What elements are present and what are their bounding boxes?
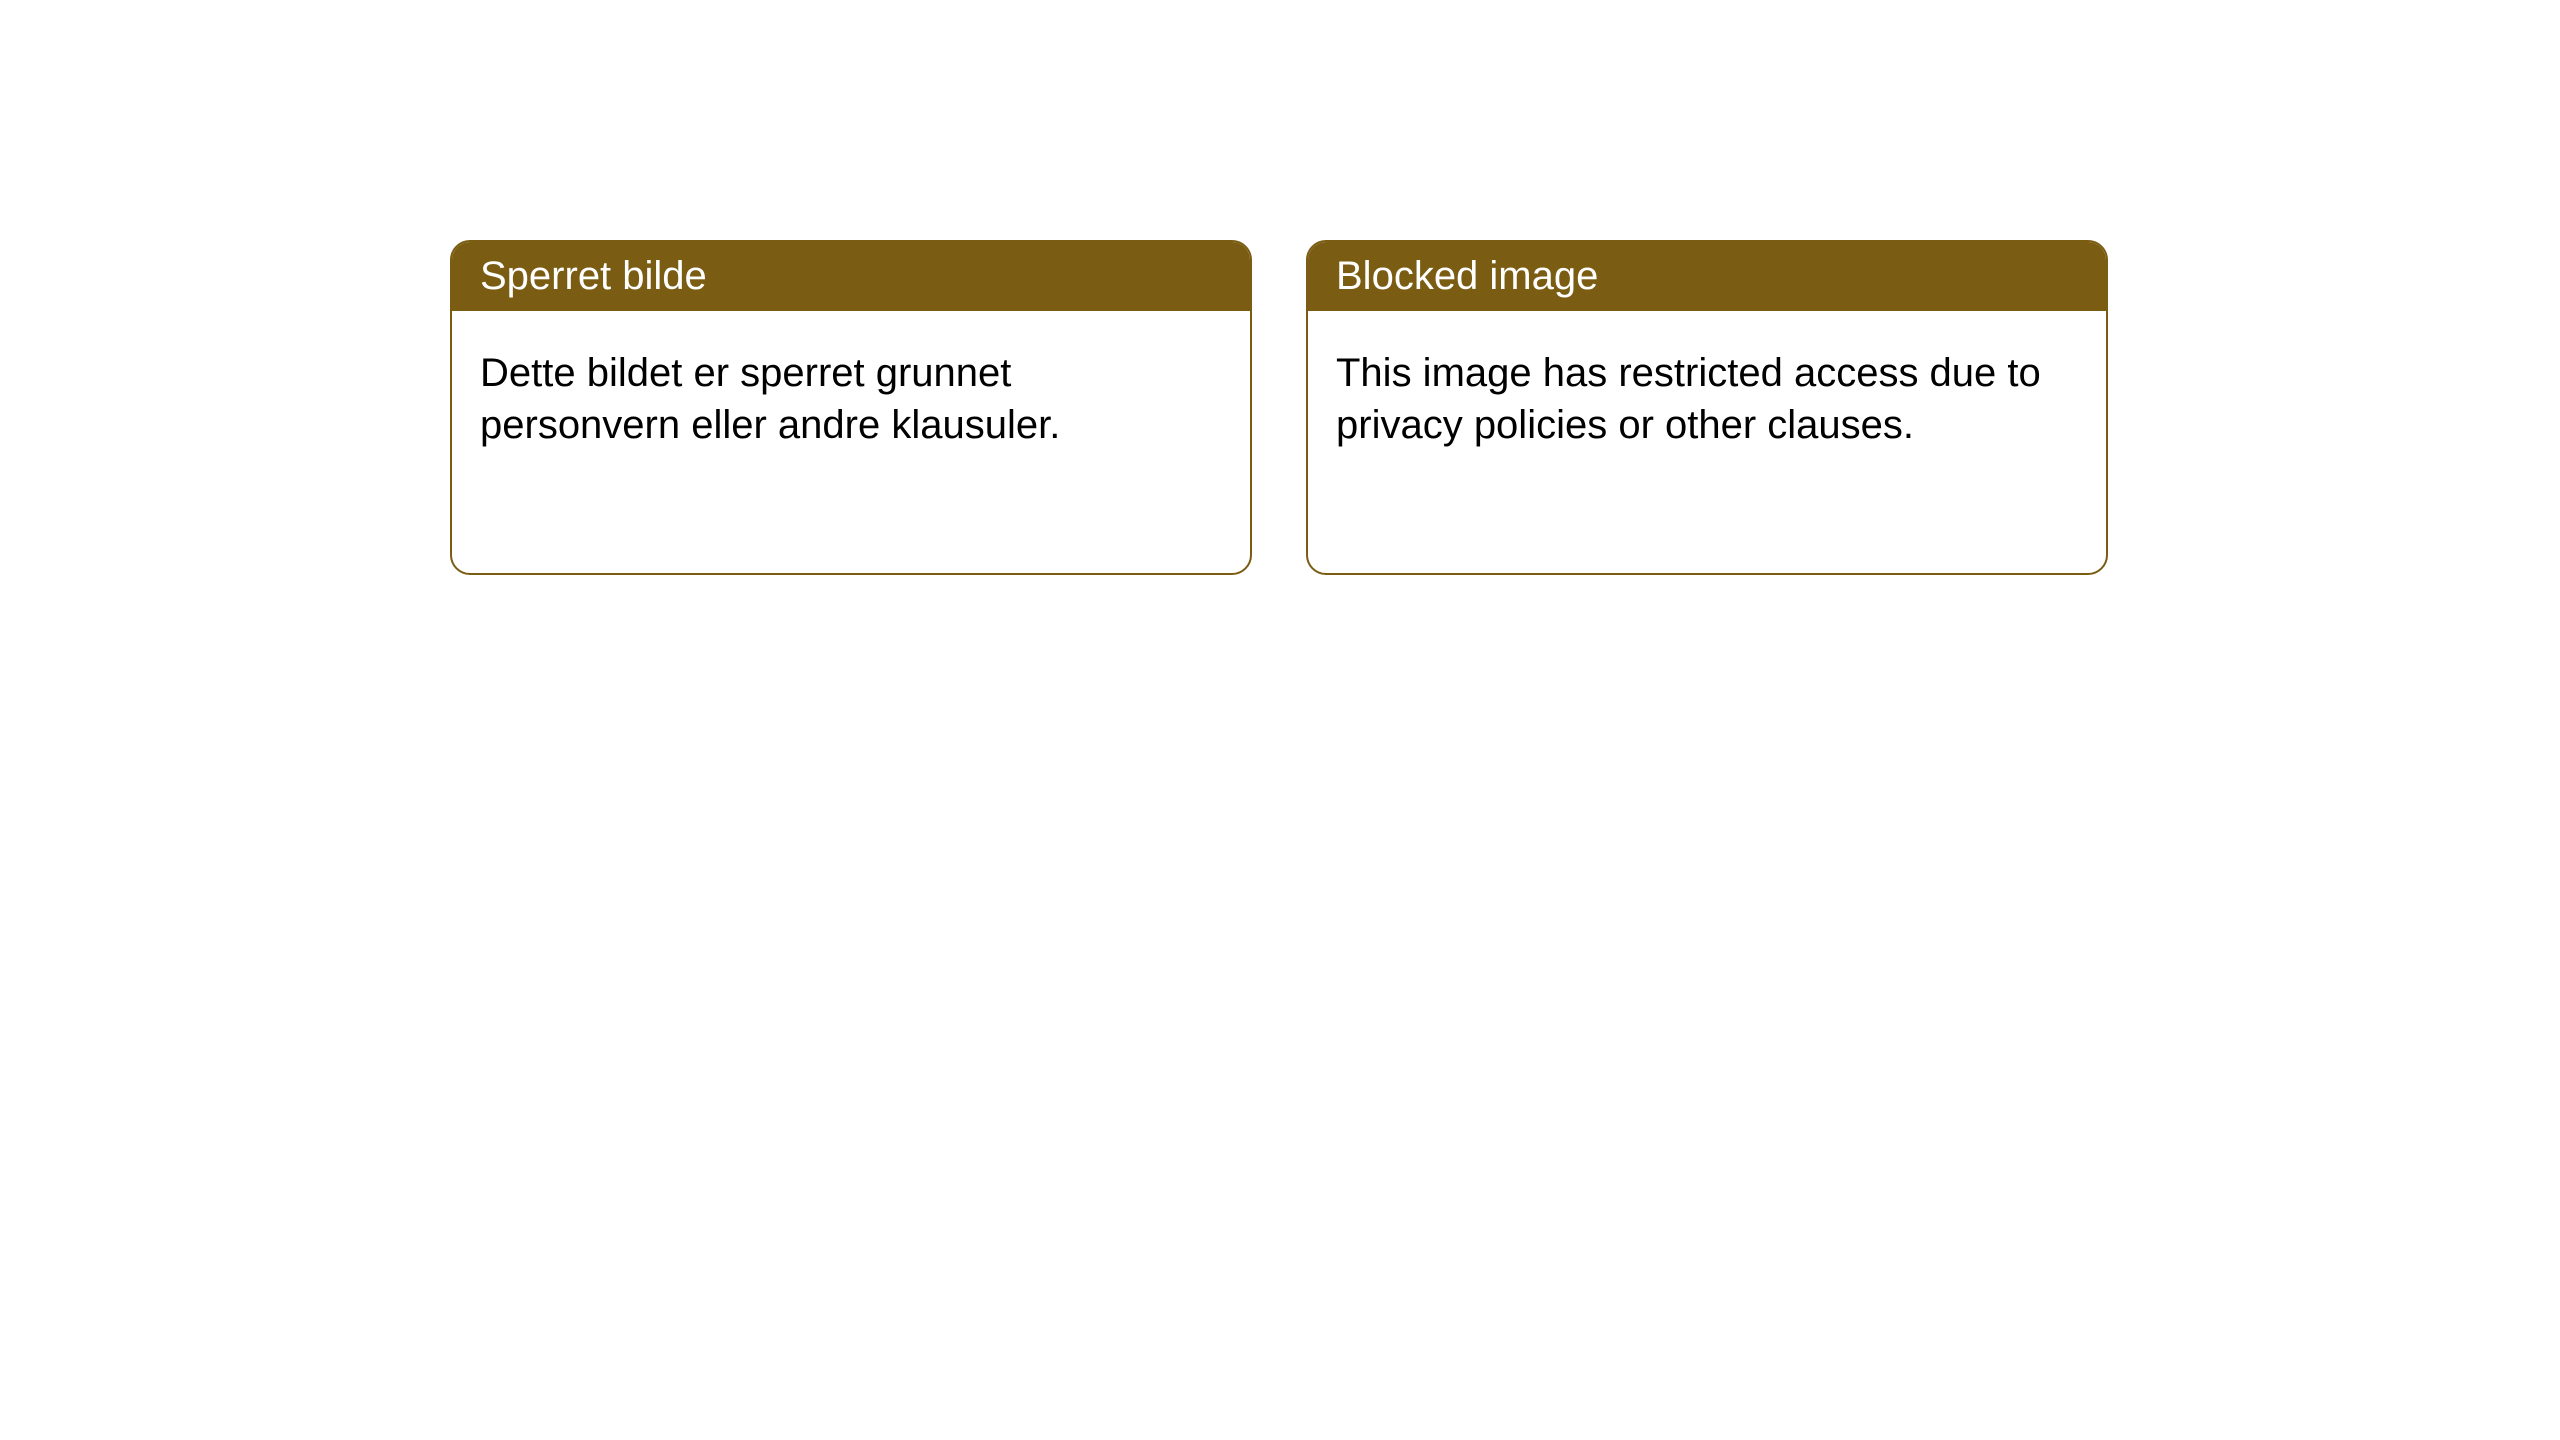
notice-body-norwegian: Dette bildet er sperret grunnet personve… (452, 311, 1250, 487)
notice-header-english: Blocked image (1308, 242, 2106, 311)
notice-body-english: This image has restricted access due to … (1308, 311, 2106, 487)
notice-card-english: Blocked image This image has restricted … (1306, 240, 2108, 575)
notice-container: Sperret bilde Dette bildet er sperret gr… (450, 240, 2108, 575)
notice-header-norwegian: Sperret bilde (452, 242, 1250, 311)
notice-card-norwegian: Sperret bilde Dette bildet er sperret gr… (450, 240, 1252, 575)
